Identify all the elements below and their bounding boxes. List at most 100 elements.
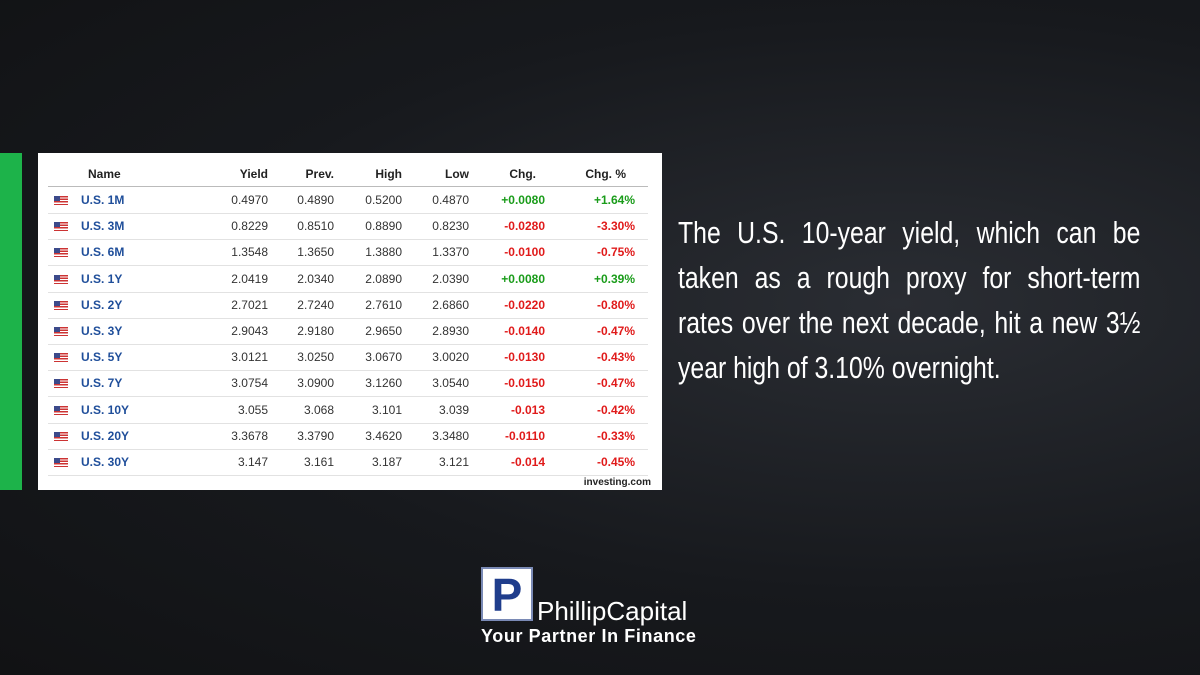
- value-cell: 3.0540: [432, 376, 469, 391]
- us-flag: [54, 248, 68, 258]
- column-header: Name: [88, 167, 121, 181]
- bond-name: U.S. 3M: [81, 219, 125, 234]
- change-cell: -0.47%: [596, 376, 635, 391]
- bond-name: U.S. 30Y: [81, 455, 130, 469]
- change-cell: -0.0280: [504, 219, 545, 234]
- change-cell: -0.0130: [504, 350, 545, 365]
- logo-tagline: Your Partner In Finance: [481, 626, 697, 646]
- value-cell: 1.3880: [365, 245, 402, 260]
- change-cell: -0.0150: [504, 376, 545, 391]
- bond-name: U.S. 5Y: [81, 350, 123, 365]
- value-cell: 3.121: [438, 455, 469, 469]
- value-cell: 1.3650: [297, 245, 334, 260]
- value-cell: 3.1260: [365, 376, 402, 391]
- row-rule: [48, 422, 648, 424]
- value-cell: 3.0900: [297, 376, 334, 391]
- value-cell: 3.068: [303, 402, 334, 417]
- value-cell: 3.0250: [297, 350, 334, 365]
- us-flag: [54, 222, 68, 232]
- bond-name: U.S. 10Y: [81, 402, 130, 417]
- us-flag: [54, 379, 68, 389]
- change-cell: -3.30%: [596, 219, 635, 234]
- value-cell: 3.0670: [365, 350, 402, 365]
- change-cell: -0.75%: [596, 245, 635, 260]
- column-header: High: [375, 167, 402, 181]
- change-cell: -0.0110: [504, 428, 545, 443]
- value-cell: 2.8930: [432, 324, 469, 338]
- value-cell: 2.7240: [297, 297, 334, 312]
- column-header: Chg.: [509, 167, 536, 181]
- value-cell: 2.9180: [297, 324, 334, 338]
- change-cell: -0.43%: [596, 350, 635, 365]
- value-cell: 3.0121: [231, 350, 268, 365]
- value-cell: 3.0754: [231, 376, 268, 391]
- row-rule: [48, 291, 648, 293]
- value-cell: 2.9043: [231, 324, 268, 338]
- value-cell: 2.0390: [432, 271, 469, 286]
- value-cell: 2.6860: [432, 297, 469, 312]
- header-rule: [48, 186, 648, 187]
- value-cell: 2.0890: [365, 271, 402, 286]
- value-cell: 3.3480: [432, 428, 469, 443]
- value-cell: 0.4970: [231, 193, 268, 207]
- us-flag: [54, 431, 68, 441]
- bond-name: U.S. 3Y: [81, 324, 123, 338]
- value-cell: 3.161: [303, 455, 334, 469]
- value-cell: 2.0340: [297, 271, 334, 286]
- value-cell: 3.101: [371, 402, 402, 417]
- change-cell: -0.0140: [504, 324, 545, 338]
- us-flag: [54, 300, 68, 310]
- column-header: Chg. %: [585, 167, 626, 181]
- value-cell: 3.3790: [297, 428, 334, 443]
- column-header: Yield: [239, 167, 268, 181]
- value-cell: 2.0419: [231, 271, 268, 286]
- change-cell: -0.33%: [596, 428, 635, 443]
- row-rule: [48, 317, 648, 319]
- change-cell: -0.45%: [596, 455, 635, 469]
- change-cell: -0.80%: [596, 297, 635, 312]
- value-cell: 3.0020: [432, 350, 469, 365]
- change-cell: -0.47%: [596, 324, 635, 338]
- us-flag: [54, 327, 68, 336]
- row-rule: [48, 265, 648, 267]
- value-cell: 3.055: [237, 402, 268, 417]
- change-cell: +0.0080: [501, 271, 545, 286]
- row-rule: [48, 370, 648, 372]
- value-cell: 2.7021: [231, 297, 268, 312]
- change-cell: -0.0220: [504, 297, 545, 312]
- change-cell: -0.42%: [596, 402, 635, 417]
- accent-bar: [0, 153, 22, 490]
- value-cell: 1.3370: [432, 245, 469, 260]
- value-cell: 3.039: [438, 402, 469, 417]
- bond-name: U.S. 7Y: [81, 376, 123, 391]
- value-cell: 0.8230: [432, 219, 469, 234]
- bond-name: U.S. 20Y: [81, 428, 130, 443]
- value-cell: 0.5200: [365, 193, 402, 207]
- logo-name: PhillipCapital: [537, 596, 688, 626]
- change-cell: +1.64%: [593, 193, 635, 207]
- source: investing.com: [583, 477, 651, 488]
- value-cell: 0.4870: [432, 193, 469, 207]
- logo-mark: P: [491, 569, 523, 621]
- value-cell: 2.9650: [365, 324, 402, 338]
- value-cell: 3.147: [237, 455, 268, 469]
- bond-name: U.S. 1Y: [81, 271, 123, 286]
- value-cell: 1.3548: [231, 245, 268, 260]
- us-flag: [54, 196, 68, 205]
- value-cell: 0.4890: [297, 193, 334, 207]
- us-flag: [54, 405, 68, 415]
- change-cell: -0.014: [510, 455, 545, 469]
- row-rule: [48, 213, 648, 214]
- value-cell: 2.7610: [365, 297, 402, 312]
- logo-box: P: [481, 567, 533, 621]
- value-cell: 3.187: [371, 455, 402, 469]
- row-rule: [48, 448, 648, 450]
- yield-table: Name Yield Prev. High Low Chg. Chg. % U.S. 1M 0.…: [38, 153, 662, 490]
- row-rule: [48, 475, 648, 476]
- value-cell: 0.8229: [231, 219, 268, 234]
- value-cell: 3.4620: [365, 428, 402, 443]
- change-cell: -0.0100: [504, 245, 545, 260]
- row-rule: [48, 239, 648, 241]
- column-header: Prev.: [305, 167, 334, 181]
